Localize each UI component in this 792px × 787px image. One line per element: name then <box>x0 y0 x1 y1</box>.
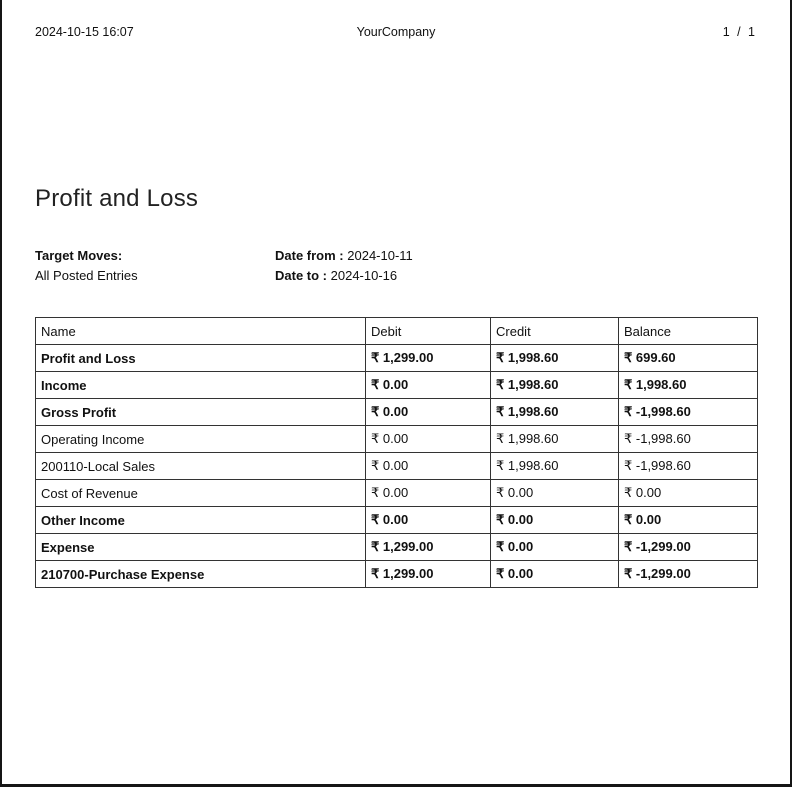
debit-cell: ₹ 0.00 <box>365 452 491 480</box>
debit-cell: ₹ 0.00 <box>365 398 491 426</box>
balance-cell: ₹ 0.00 <box>618 506 758 534</box>
debit-cell: ₹ 0.00 <box>365 479 491 507</box>
credit-cell: ₹ 0.00 <box>490 479 619 507</box>
column-header-credit: Credit <box>490 317 619 345</box>
table-row: Operating Income ₹ 0.00 ₹ 1,998.60 ₹ -1,… <box>35 425 758 453</box>
debit-cell: ₹ 0.00 <box>365 371 491 399</box>
debit-cell: ₹ 1,299.00 <box>365 533 491 561</box>
target-moves-label: Target Moves: <box>35 248 123 263</box>
account-name-cell: Income <box>35 371 366 399</box>
credit-cell: ₹ 0.00 <box>490 506 619 534</box>
target-moves-value: All Posted Entries <box>35 268 138 283</box>
credit-cell: ₹ 1,998.60 <box>490 398 619 426</box>
table-row: Expense ₹ 1,299.00 ₹ 0.00 ₹ -1,299.00 <box>35 533 758 561</box>
table-row: 200110-Local Sales ₹ 0.00 ₹ 1,998.60 ₹ -… <box>35 452 758 480</box>
balance-cell: ₹ 699.60 <box>618 344 758 372</box>
page-indicator: 1 / 1 <box>722 25 758 39</box>
profit-loss-table: Name Debit Credit Balance Profit and Los… <box>35 317 758 588</box>
account-name-cell: Operating Income <box>35 425 366 453</box>
account-name-cell: Other Income <box>35 506 366 534</box>
debit-cell: ₹ 0.00 <box>365 425 491 453</box>
print-datetime: 2024-10-15 16:07 <box>35 25 134 39</box>
date-range-block: Date from : 2024-10-11 Date to : 2024-10… <box>275 246 413 286</box>
table-row: Profit and Loss ₹ 1,299.00 ₹ 1,998.60 ₹ … <box>35 344 758 372</box>
table-row: Other Income ₹ 0.00 ₹ 0.00 ₹ 0.00 <box>35 506 758 534</box>
table-row: Income ₹ 0.00 ₹ 1,998.60 ₹ 1,998.60 <box>35 371 758 399</box>
table-row: 210700-Purchase Expense ₹ 1,299.00 ₹ 0.0… <box>35 560 758 588</box>
balance-cell: ₹ 0.00 <box>618 479 758 507</box>
column-header-balance: Balance <box>618 317 758 345</box>
date-to-value: 2024-10-16 <box>330 268 398 283</box>
target-moves-block: Target Moves: All Posted Entries <box>35 246 275 286</box>
account-name-cell: 210700-Purchase Expense <box>35 560 366 588</box>
report-header: 2024-10-15 16:07 YourCompany 1 / 1 <box>35 25 757 39</box>
balance-cell: ₹ -1,299.00 <box>618 533 758 561</box>
debit-cell: ₹ 0.00 <box>365 506 491 534</box>
balance-cell: ₹ 1,998.60 <box>618 371 758 399</box>
credit-cell: ₹ 1,998.60 <box>490 452 619 480</box>
debit-cell: ₹ 1,299.00 <box>365 344 491 372</box>
report-filters: Target Moves: All Posted Entries Date fr… <box>35 246 757 286</box>
balance-cell: ₹ -1,998.60 <box>618 425 758 453</box>
report-title: Profit and Loss <box>35 185 199 212</box>
account-name-cell: 200110-Local Sales <box>35 452 366 480</box>
table-row: Gross Profit ₹ 0.00 ₹ 1,998.60 ₹ -1,998.… <box>35 398 758 426</box>
column-header-debit: Debit <box>365 317 491 345</box>
account-name-cell: Profit and Loss <box>35 344 366 372</box>
date-from-label: Date from : <box>275 248 344 263</box>
account-name-cell: Cost of Revenue <box>35 479 366 507</box>
column-header-name: Name <box>35 317 366 345</box>
balance-cell: ₹ -1,299.00 <box>618 560 758 588</box>
debit-cell: ₹ 1,299.00 <box>365 560 491 588</box>
table-header-row: Name Debit Credit Balance <box>35 317 758 345</box>
credit-cell: ₹ 0.00 <box>490 560 619 588</box>
credit-cell: ₹ 1,998.60 <box>490 344 619 372</box>
date-from-value: 2024-10-11 <box>347 248 413 263</box>
account-name-cell: Expense <box>35 533 366 561</box>
account-name-cell: Gross Profit <box>35 398 366 426</box>
table-row: Cost of Revenue ₹ 0.00 ₹ 0.00 ₹ 0.00 <box>35 479 758 507</box>
company-name: YourCompany <box>356 25 436 39</box>
credit-cell: ₹ 1,998.60 <box>490 425 619 453</box>
balance-cell: ₹ -1,998.60 <box>618 398 758 426</box>
balance-cell: ₹ -1,998.60 <box>618 452 758 480</box>
credit-cell: ₹ 0.00 <box>490 533 619 561</box>
date-to-label: Date to : <box>275 268 327 283</box>
credit-cell: ₹ 1,998.60 <box>490 371 619 399</box>
